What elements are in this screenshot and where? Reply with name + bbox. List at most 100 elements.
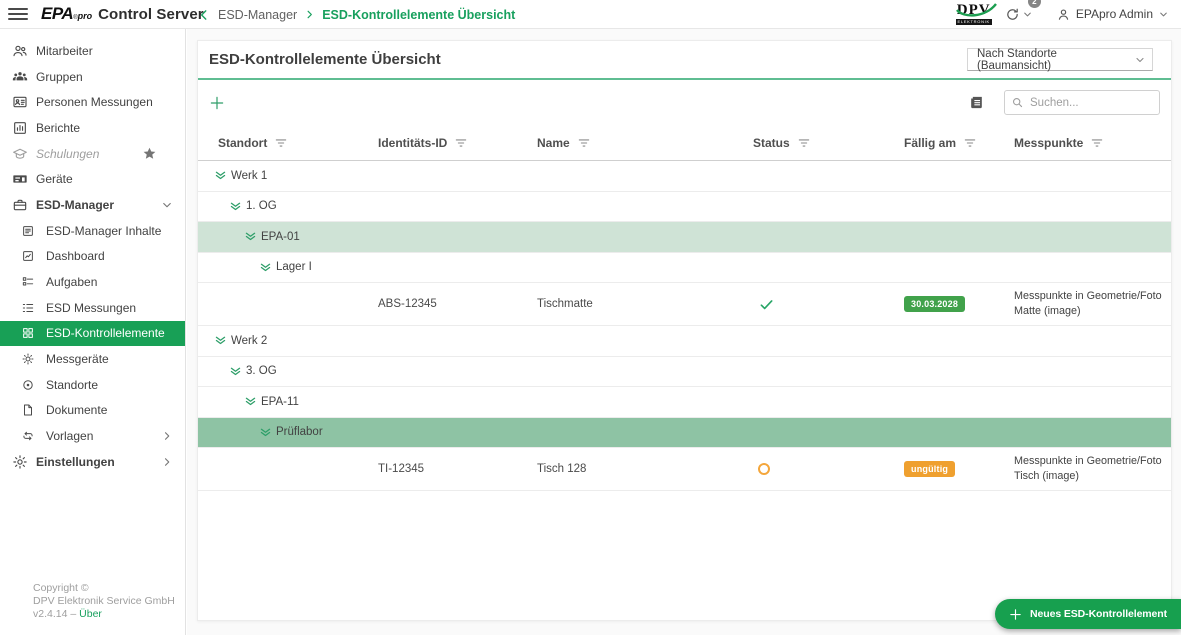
sidebar-item-esd-kontrollelemente[interactable]: ESD-Kontrollelemente — [0, 320, 185, 347]
dpv-logo: DPV ELEKTRONIK — [955, 3, 997, 25]
filter-lines-icon[interactable] — [454, 136, 468, 150]
filter-lines-icon[interactable] — [577, 136, 591, 150]
breadcrumb-item-active: ESD-Kontrollelemente Übersicht — [322, 7, 516, 22]
chevron-right-icon[interactable] — [161, 456, 173, 468]
sidebar-item-label: Vorlagen — [46, 429, 94, 444]
sidebar-item-esd-manager[interactable]: ESD-Manager — [0, 192, 185, 218]
sidebar-item-vorlagen[interactable]: Vorlagen — [0, 423, 185, 449]
star-icon[interactable] — [142, 146, 157, 161]
filter-lines-icon[interactable] — [963, 136, 977, 150]
check-icon — [758, 296, 775, 313]
hamburger-icon[interactable] — [8, 4, 28, 24]
sidebar-item-label: Standorte — [46, 377, 99, 392]
messpunkte-cell: Messpunkte in Geometrie/Foto Matte (image… — [1014, 289, 1171, 319]
sidebar-item-esd-messungen[interactable]: ESD Messungen — [0, 295, 185, 321]
search-input[interactable] — [1030, 96, 1153, 109]
double-chevron-down-icon[interactable] — [259, 426, 272, 439]
notification-badge: 2 — [1027, 0, 1041, 8]
version-number: v2.4.14 — [33, 608, 68, 620]
chevron-down-icon[interactable] — [161, 199, 173, 211]
chevron-down-icon[interactable] — [1022, 9, 1033, 20]
sidebar-item-mitarbeiter[interactable]: Mitarbeiter — [0, 38, 185, 64]
new-esd-element-label: Neues ESD-Kontrollelement — [1030, 608, 1167, 620]
table-row[interactable]: TI-12345 Tisch 128 ungültig Messpunkte in G… — [198, 448, 1171, 491]
tree-row-pr-flabor[interactable]: Prüflabor — [198, 417, 1171, 448]
ring-icon — [758, 463, 770, 475]
table-row[interactable]: ABS-12345 Tischmatte 30.03.2028 Messpunkte … — [198, 283, 1171, 326]
tree-node-label: Werk 1 — [231, 169, 268, 182]
sidebar-item-ger-te[interactable]: Geräte — [0, 166, 185, 192]
newspaper-icon[interactable] — [968, 94, 985, 111]
sidebar-item-schulungen[interactable]: Schulungen — [0, 141, 185, 167]
view-mode-select[interactable]: Nach Standorte (Baumansicht) — [967, 48, 1153, 72]
filter-lines-icon[interactable] — [1090, 136, 1104, 150]
sidebar-item-gruppen[interactable]: Gruppen — [0, 64, 185, 90]
sidebar-item-label: ESD-Kontrollelemente — [46, 326, 165, 341]
sidebar-item-label: Dokumente — [46, 403, 108, 418]
sidebar-item-dashboard[interactable]: Dashboard — [0, 244, 185, 270]
top-bar-right: DPV ELEKTRONIK 2 EPApro Admin — [955, 0, 1170, 25]
sidebar-item-standorte[interactable]: Standorte — [0, 372, 185, 398]
chevron-left-icon[interactable] — [197, 8, 211, 22]
tree-node-label: Prüflabor — [276, 426, 323, 439]
column-header-label: Name — [537, 135, 570, 150]
sidebar-item-label: Dashboard — [46, 249, 105, 264]
sidebar-item-label: Aufgaben — [46, 275, 98, 290]
sidebar-item-dokumente[interactable]: Dokumente — [0, 398, 185, 424]
about-link[interactable]: Über — [79, 608, 102, 620]
double-chevron-down-icon[interactable] — [214, 334, 227, 347]
sidebar-item-messger-te[interactable]: Messgeräte — [0, 346, 185, 372]
double-chevron-down-icon[interactable] — [259, 261, 272, 274]
double-chevron-down-icon[interactable] — [244, 395, 257, 408]
status-cell — [753, 463, 904, 475]
chevron-down-icon — [1160, 12, 1167, 16]
report-chart-icon — [10, 119, 29, 136]
tree-row-werk-1[interactable]: Werk 1 — [198, 161, 1171, 192]
sync-icon[interactable] — [1005, 7, 1020, 22]
sidebar-item-personen-messungen[interactable]: Personen Messungen — [0, 89, 185, 115]
person-icon — [1058, 8, 1068, 20]
sidebar-item-esd-manager-inhalte[interactable]: ESD-Manager Inhalte — [0, 218, 185, 244]
grid-icon — [20, 325, 36, 342]
breadcrumb-item-esd-manager[interactable]: ESD-Manager — [218, 7, 298, 22]
column-header-f-llig-am: Fällig am — [904, 136, 1014, 150]
tree-row-lager-i[interactable]: Lager I — [198, 253, 1171, 283]
graduation-cap-icon — [10, 145, 29, 162]
app-title: Control Server — [98, 6, 204, 23]
tree-node-label: Lager I — [276, 261, 312, 274]
chevron-right-icon[interactable] — [161, 430, 173, 442]
filter-lines-icon[interactable] — [797, 136, 811, 150]
page-title: ESD-Kontrollelemente Übersicht — [209, 51, 441, 68]
column-header-standort: Standort — [218, 136, 378, 150]
double-chevron-down-icon[interactable] — [229, 200, 242, 213]
sidebar-item-berichte[interactable]: Berichte — [0, 115, 185, 141]
column-header-label: Messpunkte — [1014, 135, 1084, 150]
sidebar-item-aufgaben[interactable]: Aufgaben — [0, 269, 185, 295]
search-box — [1004, 90, 1160, 115]
tree-row-3-og[interactable]: 3. OG — [198, 357, 1171, 387]
filter-lines-icon[interactable] — [274, 136, 288, 150]
people-icon — [10, 42, 29, 59]
sidebar-nav: Mitarbeiter Gruppen Personen Messungen Beri… — [0, 38, 185, 475]
overview-card: ESD-Kontrollelemente Übersicht Nach Stan… — [197, 40, 1172, 621]
sidebar-item-label: Messgeräte — [46, 352, 109, 367]
user-name: EPApro Admin — [1075, 7, 1153, 21]
status-cell — [753, 296, 904, 313]
sidebar-item-einstellungen[interactable]: Einstellungen — [0, 449, 185, 475]
column-header-label: Status — [753, 135, 790, 150]
double-chevron-down-icon[interactable] — [214, 169, 227, 182]
double-chevron-down-icon[interactable] — [229, 365, 242, 378]
add-button[interactable] — [208, 94, 226, 112]
double-chevron-down-icon[interactable] — [244, 230, 257, 243]
breadcrumb: ESD-Manager ESD-Kontrollelemente Übersic… — [197, 0, 515, 29]
tree-row-werk-2[interactable]: Werk 2 — [198, 326, 1171, 357]
repeat-icon — [20, 428, 36, 445]
user-menu[interactable]: EPApro Admin — [1056, 7, 1169, 22]
tree-row-epa-11[interactable]: EPA-11 — [198, 387, 1171, 418]
new-esd-element-button[interactable]: Neues ESD-Kontrollelement — [995, 599, 1181, 629]
sidebar-item-label: ESD Messungen — [46, 300, 137, 315]
table-body: Werk 1 1. OG EPA-01 Lager I ABS-12345 Tischma… — [198, 161, 1171, 491]
tree-row-epa-01[interactable]: EPA-01 — [198, 222, 1171, 253]
tree-row-1-og[interactable]: 1. OG — [198, 192, 1171, 222]
sync-control[interactable]: 2 — [1005, 0, 1041, 22]
